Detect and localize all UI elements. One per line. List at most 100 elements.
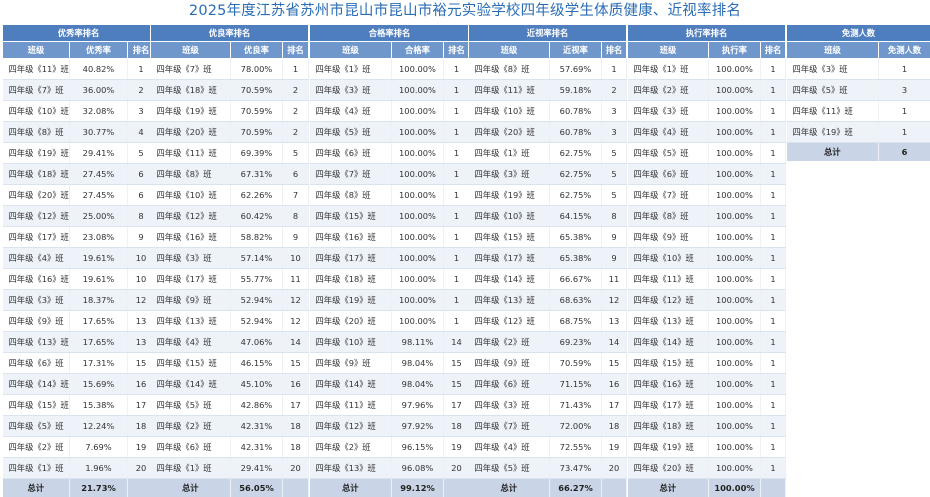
class-name-cell: 四年级《14》班 (628, 332, 709, 353)
class-name-cell: 四年级《15》班 (3, 395, 70, 416)
pass-group-header: 合格率排名 (310, 25, 470, 42)
value-cell: 97.96% (392, 395, 444, 416)
rank-cell: 1 (761, 227, 786, 248)
class-name-cell: 四年级《1》班 (628, 59, 709, 80)
class-name-cell: 四年级《19》班 (469, 185, 550, 206)
class-name-cell: 四年级《19》班 (3, 143, 70, 164)
value-cell: 100.00% (392, 269, 444, 290)
class-name-cell: 四年级《13》班 (3, 332, 70, 353)
rank-cell: 6 (283, 164, 309, 185)
value-cell: 15.69% (70, 374, 128, 395)
column-header: 班级 (310, 42, 392, 59)
value-cell: 17.65% (70, 332, 128, 353)
rank-cell: 18 (602, 416, 627, 437)
total-value: 66.27% (550, 479, 602, 497)
rank-cell: 9 (602, 248, 627, 269)
value-cell: 46.15% (231, 353, 283, 374)
class-name-cell: 四年级《11》班 (469, 80, 550, 101)
class-name-cell: 四年级《2》班 (3, 437, 70, 458)
total-value (444, 479, 470, 497)
exec-group-header: 执行率排名 (628, 25, 786, 42)
class-name-cell: 四年级《11》班 (787, 101, 879, 122)
rank-cell: 3 (602, 122, 627, 143)
rank-cell: 12 (283, 311, 309, 332)
rank-cell: 1 (761, 206, 786, 227)
class-name-cell: 四年级《19》班 (151, 101, 231, 122)
class-name-cell: 四年级《15》班 (469, 227, 550, 248)
rank-cell: 1 (444, 80, 470, 101)
class-name-cell: 四年级《11》班 (310, 395, 392, 416)
class-name-cell: 四年级《6》班 (628, 164, 709, 185)
rank-cell: 16 (602, 374, 627, 395)
value-cell: 29.41% (70, 143, 128, 164)
rank-cell: 1 (444, 269, 470, 290)
class-name-cell: 四年级《5》班 (151, 395, 231, 416)
class-name-cell: 四年级《12》班 (310, 416, 392, 437)
column-header: 排名 (444, 42, 470, 59)
class-name-cell: 四年级《5》班 (628, 143, 709, 164)
class-name-cell: 四年级《12》班 (628, 290, 709, 311)
class-name-cell: 四年级《8》班 (310, 185, 392, 206)
class-name-cell: 四年级《7》班 (3, 80, 70, 101)
class-name-cell: 四年级《7》班 (310, 164, 392, 185)
rank-cell: 7 (283, 185, 309, 206)
total-value (761, 479, 786, 497)
rank-cell: 15 (602, 353, 627, 374)
value-cell: 42.31% (231, 416, 283, 437)
value-cell: 100.00% (709, 80, 761, 101)
value-cell: 70.59% (231, 80, 283, 101)
class-name-cell: 四年级《11》班 (628, 269, 709, 290)
total-value: 100.00% (709, 479, 761, 497)
total-value: 21.73% (70, 479, 128, 497)
class-name-cell: 四年级《3》班 (3, 290, 70, 311)
class-name-cell: 四年级《13》班 (310, 458, 392, 479)
rank-cell: 17 (602, 395, 627, 416)
value-cell: 60.78% (550, 101, 602, 122)
total-value: 99.12% (392, 479, 444, 497)
value-cell: 1 (879, 122, 930, 143)
value-cell: 100.00% (392, 311, 444, 332)
class-name-cell: 四年级《10》班 (469, 206, 550, 227)
class-name-cell: 四年级《6》班 (469, 374, 550, 395)
rank-cell: 14 (602, 332, 627, 353)
class-name-cell: 四年级《5》班 (3, 416, 70, 437)
value-cell: 52.94% (231, 290, 283, 311)
rank-cell: 19 (602, 437, 627, 458)
value-cell: 98.04% (392, 353, 444, 374)
value-cell: 100.00% (392, 227, 444, 248)
class-name-cell: 四年级《12》班 (3, 206, 70, 227)
class-name-cell: 四年级《15》班 (310, 206, 392, 227)
value-cell: 15.38% (70, 395, 128, 416)
class-name-cell: 四年级《6》班 (310, 143, 392, 164)
class-name-cell: 四年级《19》班 (310, 290, 392, 311)
value-cell: 19.61% (70, 269, 128, 290)
value-cell: 100.00% (709, 458, 761, 479)
rank-cell: 1 (761, 311, 786, 332)
rank-cell: 20 (444, 458, 470, 479)
rank-cell: 1 (761, 332, 786, 353)
